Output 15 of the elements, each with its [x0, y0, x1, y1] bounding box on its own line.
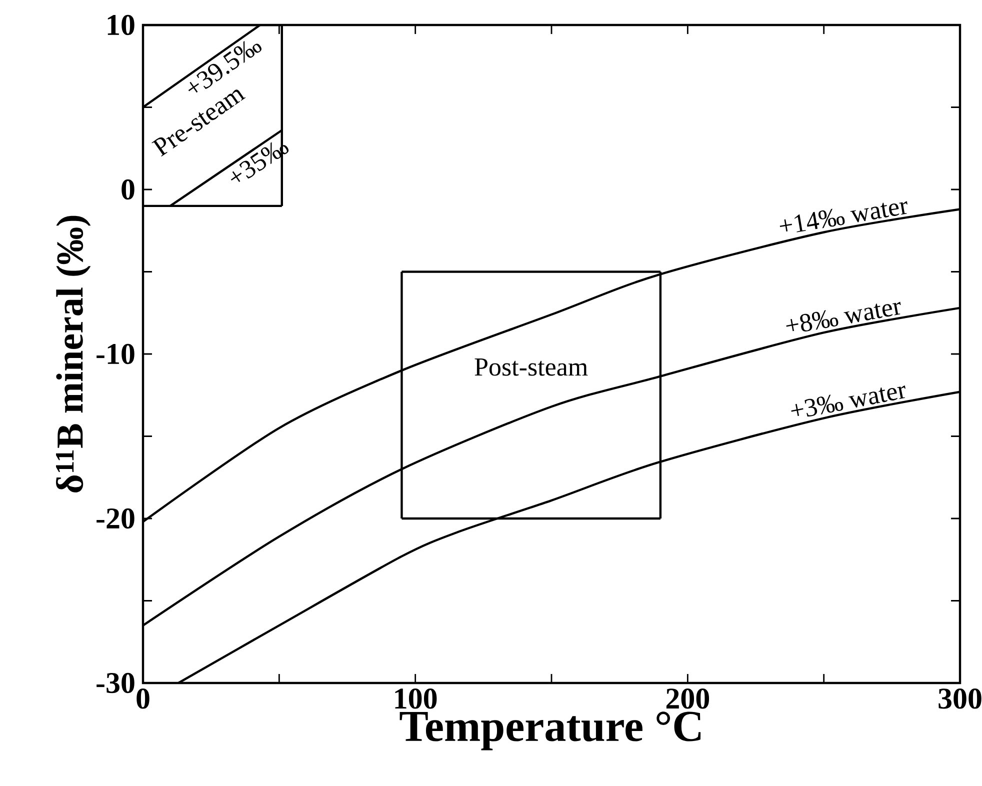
y-tick-label: 10 [108, 14, 134, 36]
y-axis-title: δ$^{11}$B mineral (‰) [56, 216, 91, 492]
annotation: Post-steam [474, 358, 588, 376]
x-tick-label: 100 [395, 688, 437, 709]
y-tick-label: -10 [96, 344, 134, 364]
x-axis-title: Temperature °C [400, 712, 701, 750]
y-tick-label: 0 [122, 179, 134, 200]
x-tick-label: 0 [136, 688, 150, 709]
y-tick-label: -30 [96, 672, 134, 694]
text: +14‰ water [780, 201, 908, 232]
y-tick-label: -20 [96, 508, 134, 529]
text: +8‰ water [786, 302, 901, 332]
text: +3‰ water [791, 385, 906, 417]
x-tick-label: 200 [666, 688, 710, 709]
x-tick-label: 300 [938, 688, 982, 709]
